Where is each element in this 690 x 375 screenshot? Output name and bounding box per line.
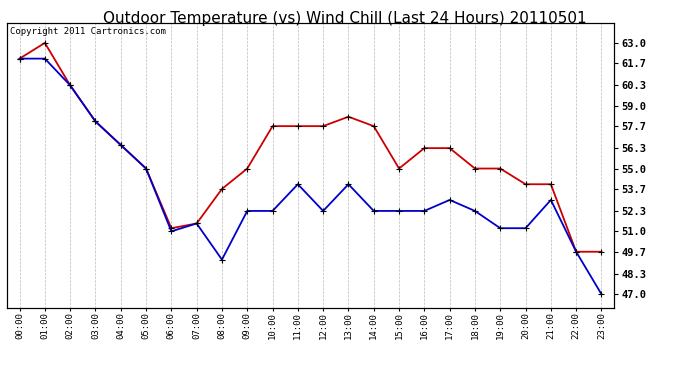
Text: Copyright 2011 Cartronics.com: Copyright 2011 Cartronics.com — [10, 27, 166, 36]
Text: Outdoor Temperature (vs) Wind Chill (Last 24 Hours) 20110501: Outdoor Temperature (vs) Wind Chill (Las… — [104, 11, 586, 26]
